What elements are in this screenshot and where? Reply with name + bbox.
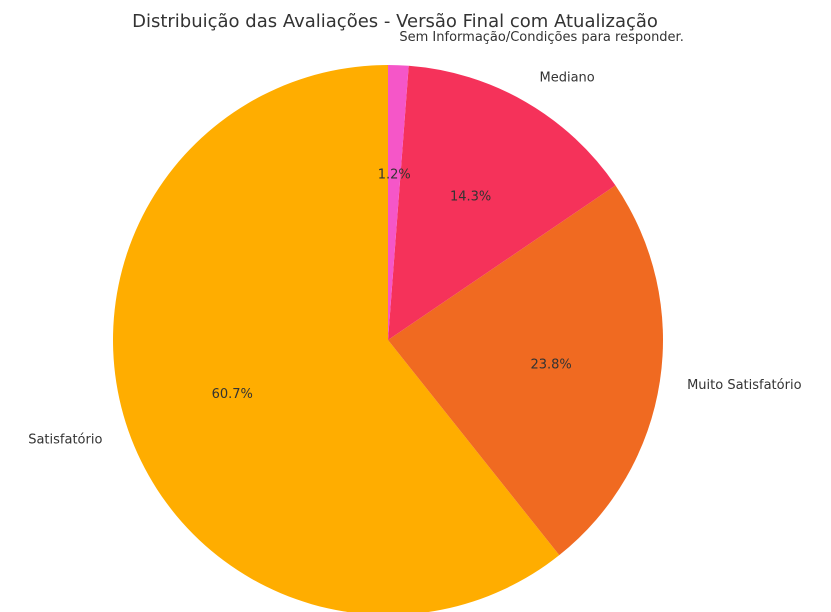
value-label: 60.7% [212,387,253,402]
pie-slice [388,65,409,340]
pie-slice [113,65,560,612]
value-label: 14.3% [450,190,491,205]
slice-label: Mediano [540,71,595,86]
slice-label: Sem Informação/Condições para responder. [399,30,683,45]
pie-slice [388,185,663,556]
value-label: 1.2% [378,168,411,183]
slice-label: Muito Satisfatório [687,378,802,393]
value-label: 23.8% [530,357,571,372]
pie-slice [388,65,616,340]
slice-label: Satisfatório [28,432,102,447]
chart-title: Distribuição das Avaliações - Versão Fin… [132,11,658,32]
